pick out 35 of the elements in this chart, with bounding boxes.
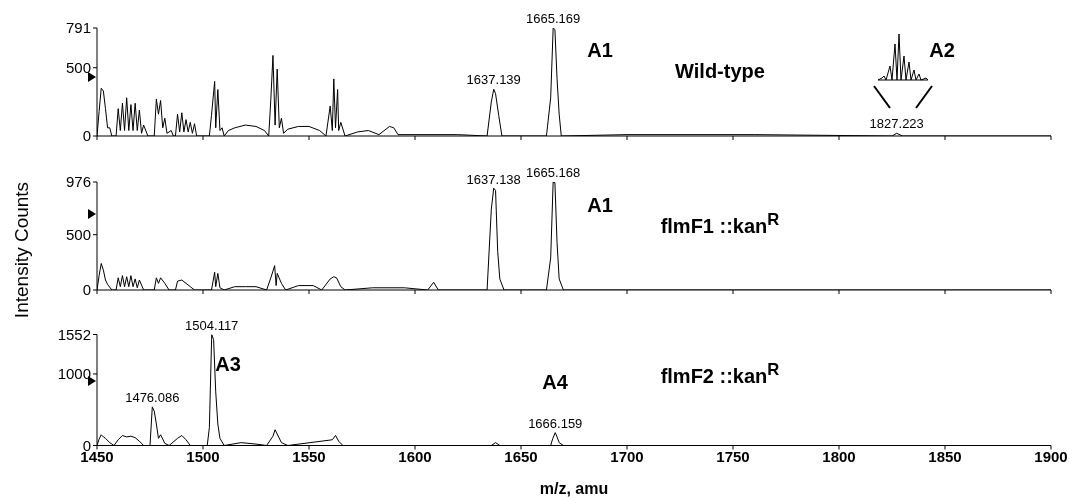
y-tick-label: 976 xyxy=(65,173,91,191)
x-tick-label: 1900 xyxy=(1034,448,1068,466)
y-tick-label: 1000 xyxy=(57,365,91,383)
x-tick-label: 1700 xyxy=(610,448,644,466)
text: flmF1 ::kan$^{R}$ xyxy=(659,210,781,238)
x-tick-label: 1600 xyxy=(398,448,432,466)
annotation: 1665.168 xyxy=(526,165,581,180)
annotation: A4 xyxy=(541,370,569,394)
annotation: A2 xyxy=(928,38,956,62)
annotation: 1665.169 xyxy=(526,11,581,26)
x-tick-label: 1750 xyxy=(716,448,750,466)
annotation: 1666.159 xyxy=(528,415,583,431)
annotation: 1476.086 xyxy=(125,389,180,405)
y-tick-label: 500 xyxy=(65,226,91,243)
y-tick-label: 791 xyxy=(65,19,91,37)
x-tick-label: 1850 xyxy=(928,448,962,466)
x-tick-label: 1650 xyxy=(504,448,538,466)
annotation: A3 xyxy=(214,352,242,376)
annotation: A1 xyxy=(586,193,614,217)
y-tick-label: 0 xyxy=(82,127,91,145)
annotation: 1637.139 xyxy=(466,72,521,88)
x-tick-label: 1500 xyxy=(186,448,220,466)
annotation: A1 xyxy=(586,38,614,62)
annotation: 1637.138 xyxy=(466,171,521,187)
x-tick-label: 1550 xyxy=(292,448,326,466)
annotation: 1827.223 xyxy=(869,116,924,132)
text: flmF2 ::kan$^{R}$ xyxy=(659,360,781,388)
annotation: 1504.117 xyxy=(185,317,239,333)
y-tick-label: 500 xyxy=(65,59,91,77)
y-tick-label: 1552 xyxy=(57,325,91,343)
y-tick-label: 0 xyxy=(82,281,91,299)
x-axis-title: m/z, amu xyxy=(539,479,609,497)
y-axis-title: Intensity Counts xyxy=(10,180,33,321)
x-tick-label: 1800 xyxy=(822,448,856,466)
text: Wild-type xyxy=(674,60,766,83)
